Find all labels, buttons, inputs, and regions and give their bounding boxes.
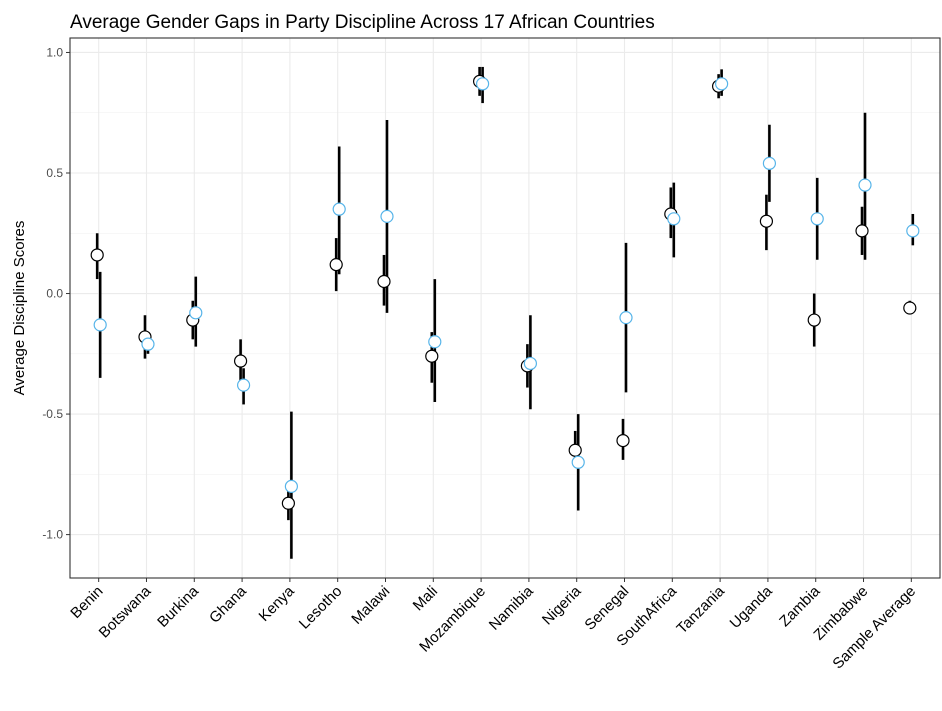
point [475, 77, 490, 91]
y-tick-label: 1.0 [46, 45, 63, 59]
x-tick-label: Tanzania [673, 582, 728, 637]
x-tick-label: Malawi [348, 583, 393, 628]
point [233, 354, 248, 368]
point [523, 356, 538, 371]
x-tick-label: Uganda [727, 582, 777, 632]
point [380, 209, 394, 223]
panel-background [70, 38, 940, 578]
point [906, 224, 920, 238]
point [428, 335, 442, 349]
y-tick-label: 0.5 [46, 166, 63, 180]
x-tick-label: Zambia [776, 582, 824, 630]
point [858, 178, 872, 192]
x-tick-label: Namibia [486, 582, 537, 633]
y-tick-label: 0.0 [46, 287, 63, 301]
point [93, 318, 107, 332]
point [281, 496, 295, 510]
point [571, 455, 585, 469]
x-tick-label: Nigeria [539, 582, 585, 628]
point [90, 248, 104, 262]
point [810, 212, 824, 226]
point [855, 224, 869, 238]
x-tick-label: Mali [410, 583, 441, 614]
point [329, 258, 343, 272]
point [667, 212, 681, 226]
point [616, 433, 630, 448]
point [377, 274, 391, 289]
point [236, 378, 251, 392]
x-tick-label: Burkina [154, 582, 202, 630]
point [903, 301, 917, 315]
point [759, 214, 774, 228]
panel-border [69, 37, 941, 579]
point [762, 156, 777, 170]
chart-title: Average Gender Gaps in Party Discipline … [70, 12, 655, 33]
point [619, 311, 633, 325]
point [568, 443, 582, 457]
point [807, 313, 821, 327]
point [332, 202, 346, 216]
point [284, 479, 298, 493]
x-tick-label: Sample Average [829, 583, 919, 673]
y-axis-label: Average Discipline Scores [11, 221, 28, 396]
x-tick-label: Ghana [206, 582, 250, 626]
point [141, 337, 155, 351]
point [189, 306, 203, 320]
x-tick-label: Lesotho [296, 583, 346, 633]
y-tick-label: -1.0 [42, 528, 63, 542]
point [425, 349, 439, 363]
y-tick-label: -0.5 [42, 407, 63, 421]
x-tick-label: Kenya [256, 582, 299, 625]
x-tick-label: Benin [67, 583, 106, 622]
point [715, 77, 729, 91]
x-tick-label: Botswana [96, 582, 155, 641]
